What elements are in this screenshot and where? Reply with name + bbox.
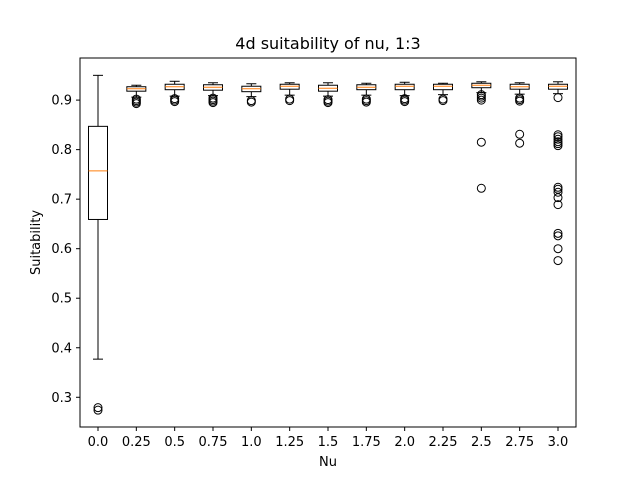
outlier-point <box>170 94 180 104</box>
outlier-point <box>476 137 486 147</box>
outlier-point <box>93 403 103 413</box>
outlier-point <box>476 90 486 100</box>
outlier-point <box>476 183 486 193</box>
x-tick-label: 1.75 <box>352 435 381 450</box>
outlier-point <box>553 187 563 197</box>
box-group <box>279 82 300 106</box>
outlier-point <box>438 94 448 104</box>
box-group <box>471 81 492 193</box>
box-group <box>203 82 223 108</box>
box <box>88 125 108 220</box>
chart-title: 4d suitability of nu, 1:3 <box>235 34 420 53</box>
plot-frame <box>79 57 577 428</box>
box <box>394 83 415 91</box>
x-tick-label: 1.25 <box>275 435 304 450</box>
outlier-point <box>515 93 525 103</box>
x-tick-label: 2.0 <box>394 435 415 450</box>
x-axis-label: Nu <box>319 455 337 470</box>
outlier-point <box>553 130 563 140</box>
x-tick-label: 2.75 <box>505 435 534 450</box>
outlier-point <box>553 182 563 192</box>
outlier-point <box>361 94 371 104</box>
x-tick-label: 1.0 <box>241 435 262 450</box>
x-tick-label: 2.5 <box>471 435 492 450</box>
outlier-point <box>208 93 218 103</box>
outlier-point <box>553 231 563 241</box>
y-tick-label: 0.7 <box>51 193 72 208</box>
outlier-point <box>246 96 256 106</box>
y-axis-label: Suitability <box>29 210 44 275</box>
outlier-point <box>515 138 525 148</box>
y-tick-label: 0.3 <box>51 391 72 406</box>
outlier-point <box>553 134 563 144</box>
y-tick-label: 0.5 <box>51 292 72 307</box>
outlier-point <box>323 95 333 105</box>
x-axis: 0.0 0.25 0.5 0.75 1.0 1.25 1.5 1.75 2.0 2.25 2.5 2.… <box>88 427 569 450</box>
box-group <box>548 81 568 266</box>
y-tick-label: 0.8 <box>51 143 72 158</box>
outlier-point <box>553 256 563 266</box>
x-tick-label: 0.0 <box>88 435 109 450</box>
y-axis: 0.3 0.4 0.5 0.6 0.7 0.8 0.9 <box>51 94 80 406</box>
outlier-point <box>553 93 563 103</box>
box-group <box>394 81 415 107</box>
outlier-point <box>553 244 563 254</box>
x-tick-label: 0.5 <box>164 435 185 450</box>
box-group <box>318 82 338 108</box>
box-group <box>241 83 262 107</box>
outlier-point <box>553 200 563 210</box>
x-tick-label: 0.75 <box>199 435 228 450</box>
outlier-point <box>400 94 410 104</box>
outlier-point <box>285 94 295 104</box>
outlier-point <box>553 137 563 147</box>
outlier-point <box>131 94 141 104</box>
box-group <box>164 80 185 107</box>
plot-content <box>88 74 568 415</box>
y-tick-label: 0.6 <box>51 242 72 257</box>
box-group <box>356 82 377 107</box>
x-tick-label: 0.25 <box>122 435 151 450</box>
outlier-point <box>515 129 525 139</box>
x-tick-label: 2.25 <box>429 435 458 450</box>
y-tick-label: 0.9 <box>51 94 72 109</box>
box-group <box>126 84 147 109</box>
box-group <box>88 74 108 415</box>
outlier-point <box>553 228 563 238</box>
x-tick-label: 3.0 <box>548 435 569 450</box>
box <box>433 83 453 91</box>
x-tick-label: 1.5 <box>318 435 339 450</box>
box-group <box>433 82 453 106</box>
box-group <box>509 82 530 148</box>
outlier-point <box>93 405 103 415</box>
y-tick-label: 0.4 <box>51 341 72 356</box>
